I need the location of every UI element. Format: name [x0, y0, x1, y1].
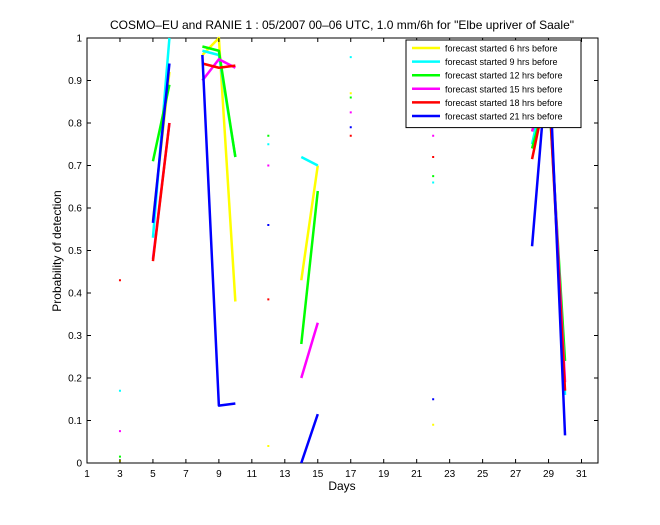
series-line	[202, 45, 237, 158]
legend-label: forecast started 21 hrs before	[445, 112, 563, 122]
series-line	[300, 190, 320, 345]
data-point	[349, 126, 352, 129]
data-point	[349, 134, 352, 137]
x-tick-label: 11	[247, 469, 258, 480]
legend-box	[405, 39, 582, 129]
x-tick-label: 17	[345, 469, 357, 480]
data-point	[267, 164, 270, 167]
data-point	[118, 430, 121, 433]
data-point	[349, 92, 352, 95]
data-point	[267, 134, 270, 137]
data-point	[349, 56, 352, 59]
y-tick-label: 0	[76, 459, 82, 470]
y-tick-label: 0.5	[68, 246, 82, 257]
x-tick-label: 7	[183, 469, 189, 480]
data-point	[118, 389, 121, 392]
data-point	[432, 181, 435, 184]
y-tick-label: 0.9	[68, 76, 82, 87]
y-tick-label: 0.7	[68, 161, 82, 172]
data-point	[432, 398, 435, 401]
x-tick-label: 3	[117, 469, 123, 480]
legend-label: forecast started 18 hrs before	[445, 98, 563, 108]
series-line	[300, 413, 319, 464]
y-tick-label: 0.2	[68, 374, 82, 385]
series-line	[300, 322, 319, 379]
y-tick-label: 0.8	[68, 119, 82, 130]
y-tick-label: 0.4	[68, 289, 82, 300]
data-point	[118, 279, 121, 282]
data-point	[267, 143, 270, 146]
series-line	[300, 165, 320, 281]
x-tick-label: 1	[84, 469, 90, 480]
x-tick-label: 19	[378, 469, 390, 480]
data-point	[349, 111, 352, 114]
data-point	[267, 298, 270, 301]
data-point	[432, 423, 435, 426]
data-point	[432, 134, 435, 137]
x-tick-label: 21	[411, 469, 423, 480]
legend: forecast started 6 hrs before forecast st…	[405, 39, 582, 129]
data-point	[432, 156, 435, 158]
data-point	[432, 175, 435, 178]
tick-layer: 1 3 5 7 9 11 13 15 17 19 21 23 25 27 29 3100.10.20.30.4…	[68, 34, 598, 480]
y-tick-label: 1	[76, 34, 82, 45]
y-tick-label: 0.1	[68, 416, 82, 427]
series-line	[151, 122, 171, 262]
x-tick-label: 29	[543, 469, 555, 480]
x-tick-label: 13	[279, 469, 291, 480]
x-tick-label: 31	[576, 469, 588, 480]
x-axis-label: Days	[328, 479, 355, 493]
chart-title: COSMO–EU and RANIE 1 : 05/2007 00–06 UTC…	[110, 18, 574, 32]
series-line	[201, 54, 236, 407]
x-tick-label: 23	[444, 469, 456, 480]
x-tick-label: 25	[477, 469, 489, 480]
legend-label: forecast started 9 hrs before	[445, 57, 558, 67]
x-tick-label: 9	[216, 469, 222, 480]
data-point	[267, 224, 270, 226]
y-tick-label: 0.6	[68, 204, 82, 215]
x-tick-label: 27	[510, 469, 522, 480]
data-point	[349, 96, 352, 99]
series-line	[202, 62, 236, 69]
x-tick-label: 5	[150, 469, 156, 480]
y-axis-label: Probability of detection	[50, 190, 64, 311]
data-point	[267, 445, 270, 447]
x-tick-label: 15	[312, 469, 324, 480]
legend-label: forecast started 15 hrs before	[445, 84, 563, 94]
series-line	[201, 58, 236, 82]
legend-label: forecast started 6 hrs before	[445, 44, 558, 54]
series-line	[151, 63, 171, 224]
legend-label: forecast started 12 hrs before	[445, 71, 563, 81]
y-tick-label: 0.3	[68, 331, 82, 342]
series-line	[300, 155, 319, 167]
data-point	[118, 455, 121, 458]
